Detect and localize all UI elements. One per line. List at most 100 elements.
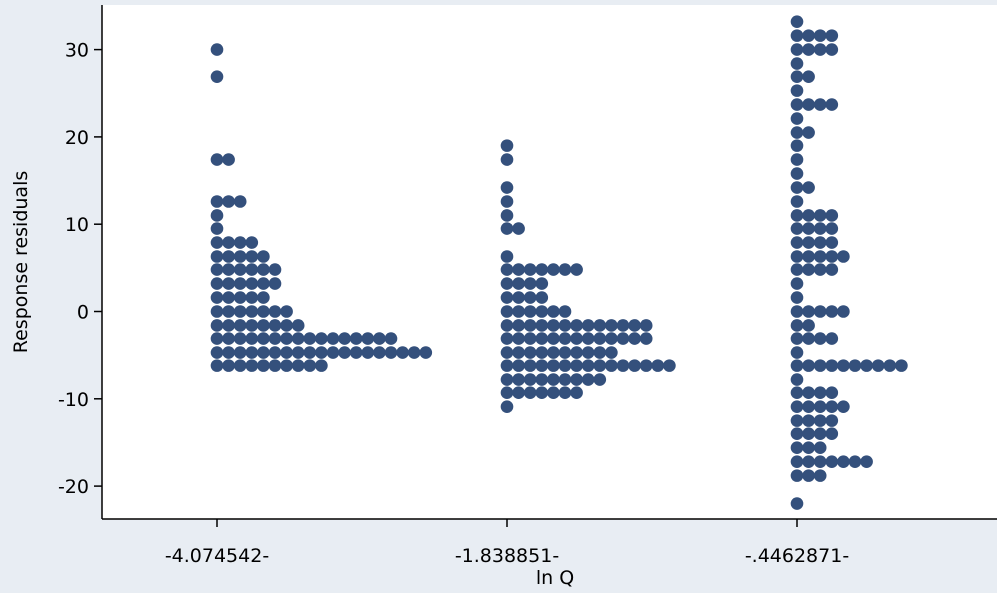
data-point xyxy=(570,332,583,345)
data-point xyxy=(373,332,386,345)
x-tick-label: -4.074542- xyxy=(165,545,269,567)
data-point xyxy=(813,441,827,454)
data-point xyxy=(628,359,641,372)
data-point xyxy=(593,319,607,332)
data-point xyxy=(813,455,827,468)
data-point xyxy=(500,209,514,222)
data-point xyxy=(268,346,282,359)
data-point xyxy=(535,305,549,318)
data-point xyxy=(257,359,270,372)
data-point xyxy=(280,305,293,318)
data-point xyxy=(547,263,560,276)
data-point xyxy=(245,319,259,332)
data-point xyxy=(813,427,827,441)
data-point xyxy=(790,373,804,386)
data-point xyxy=(790,291,804,304)
data-point xyxy=(802,427,815,441)
data-point xyxy=(802,455,815,468)
data-point xyxy=(663,359,676,372)
data-point xyxy=(825,250,839,263)
x-axis-title: ln Q xyxy=(536,567,574,589)
data-point xyxy=(222,305,235,318)
data-point xyxy=(280,359,293,372)
data-point xyxy=(871,359,885,372)
data-point xyxy=(210,346,224,359)
data-point xyxy=(500,263,514,276)
data-point xyxy=(326,346,340,359)
data-point xyxy=(860,455,873,468)
y-tick-label: 10 xyxy=(65,214,89,236)
data-point xyxy=(802,126,815,139)
data-point xyxy=(825,236,839,249)
data-point xyxy=(790,181,804,194)
data-point xyxy=(222,346,235,359)
data-point xyxy=(813,43,827,56)
y-tick-label: 0 xyxy=(77,302,89,324)
data-point xyxy=(790,400,804,413)
data-point xyxy=(547,386,560,399)
data-point xyxy=(407,346,421,359)
data-point xyxy=(848,455,862,468)
data-point xyxy=(222,195,235,208)
data-point xyxy=(825,427,839,441)
plot-area xyxy=(102,5,997,519)
data-point xyxy=(895,359,908,372)
data-point xyxy=(291,346,305,359)
data-point xyxy=(790,386,804,399)
data-point xyxy=(245,263,259,276)
data-point xyxy=(790,359,804,372)
data-point xyxy=(848,359,862,372)
data-point xyxy=(222,153,235,166)
data-point xyxy=(396,346,409,359)
data-point xyxy=(349,346,363,359)
data-point xyxy=(233,346,247,359)
data-point xyxy=(813,250,827,263)
data-point xyxy=(790,277,804,290)
data-point xyxy=(790,29,804,42)
data-point xyxy=(825,332,839,345)
data-point xyxy=(512,277,525,290)
data-point xyxy=(558,373,572,386)
data-point xyxy=(500,195,514,208)
data-point xyxy=(210,70,224,83)
data-point xyxy=(210,332,224,345)
data-point xyxy=(790,497,804,510)
data-point xyxy=(790,236,804,249)
data-point xyxy=(790,153,804,166)
data-point xyxy=(581,359,595,372)
data-point xyxy=(581,346,595,359)
data-point xyxy=(616,332,630,345)
data-point xyxy=(535,291,549,304)
data-point xyxy=(813,305,827,318)
data-point xyxy=(802,250,815,263)
data-point xyxy=(825,209,839,222)
data-point xyxy=(268,277,282,290)
data-points xyxy=(210,15,908,510)
data-point xyxy=(210,291,224,304)
data-point xyxy=(233,277,247,290)
data-point xyxy=(605,332,618,345)
data-point xyxy=(257,277,270,290)
data-point xyxy=(210,209,224,222)
data-point xyxy=(616,319,630,332)
data-point xyxy=(245,291,259,304)
data-point xyxy=(581,332,595,345)
data-point xyxy=(291,332,305,345)
data-point xyxy=(523,332,537,345)
data-point xyxy=(233,305,247,318)
data-point xyxy=(233,319,247,332)
data-point xyxy=(605,359,618,372)
data-point xyxy=(523,346,537,359)
data-point xyxy=(500,181,514,194)
data-point xyxy=(210,359,224,372)
data-point xyxy=(268,319,282,332)
data-point xyxy=(802,181,815,194)
data-point xyxy=(790,427,804,441)
data-point xyxy=(257,319,270,332)
data-point xyxy=(523,373,537,386)
data-point xyxy=(245,332,259,345)
data-point xyxy=(500,400,514,413)
data-point xyxy=(790,263,804,276)
data-point xyxy=(233,263,247,276)
